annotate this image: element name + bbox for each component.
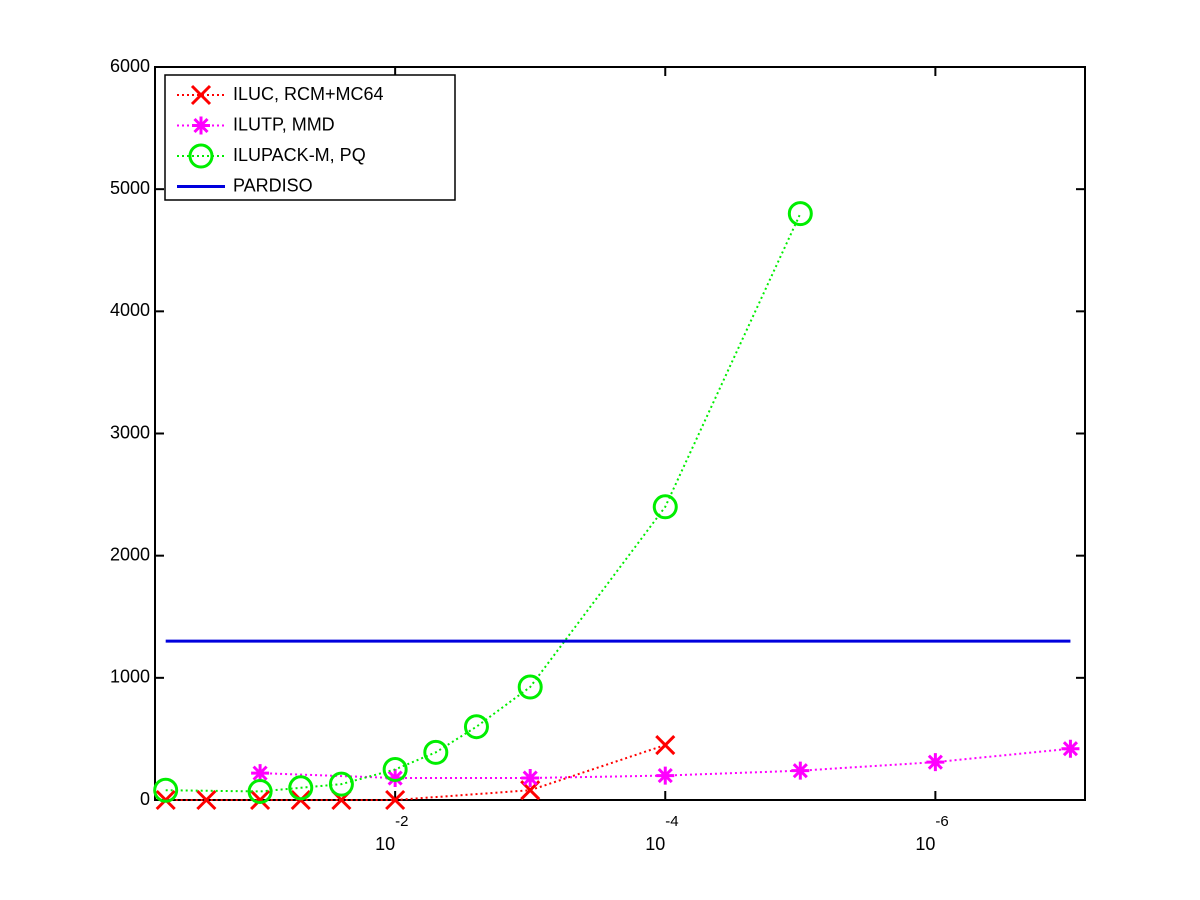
y-tick-label: 0 — [140, 789, 150, 809]
marker — [288, 775, 314, 801]
x-tick-exponent: -2 — [395, 813, 408, 830]
marker — [385, 789, 406, 811]
marker — [423, 739, 449, 765]
marker-shape — [652, 494, 678, 520]
y-tick-label: 2000 — [110, 544, 150, 564]
marker — [153, 777, 179, 803]
marker-shape — [382, 756, 408, 782]
marker-shape — [655, 734, 676, 756]
marker — [517, 674, 543, 700]
x-tick-exponent: -4 — [665, 813, 678, 830]
y-tick-label: 6000 — [110, 56, 150, 76]
marker-shape — [250, 789, 271, 811]
marker-shape — [192, 116, 210, 135]
marker — [656, 766, 675, 785]
legend-label: ILUPACK-M, PQ — [233, 145, 366, 165]
marker-shape — [288, 775, 314, 801]
marker — [463, 714, 489, 740]
marker — [787, 201, 813, 227]
marker — [190, 84, 212, 106]
marker-shape — [1061, 739, 1080, 758]
y-tick-label: 4000 — [110, 300, 150, 320]
x-tick-label: 10 — [375, 834, 395, 854]
legend-label: ILUTP, MMD — [233, 114, 335, 134]
marker-shape — [328, 771, 354, 797]
y-tick-label: 3000 — [110, 422, 150, 442]
x-tick-exponent: -6 — [935, 813, 948, 830]
marker — [188, 143, 214, 169]
x-tick-label: 10 — [645, 834, 665, 854]
marker — [192, 116, 210, 135]
marker — [791, 761, 810, 780]
marker — [382, 756, 408, 782]
y-tick-label: 1000 — [110, 667, 150, 687]
marker-shape — [385, 789, 406, 811]
marker — [196, 789, 217, 811]
y-tick-label: 5000 — [110, 178, 150, 198]
marker-shape — [190, 84, 212, 106]
marker — [386, 769, 405, 788]
series-line — [165, 213, 802, 793]
marker-shape — [926, 753, 945, 772]
marker-shape — [386, 769, 405, 788]
marker-shape — [251, 764, 270, 783]
marker-shape — [188, 143, 214, 169]
marker-shape — [787, 201, 813, 227]
marker-shape — [521, 769, 540, 788]
marker — [652, 494, 678, 520]
marker-shape — [423, 739, 449, 765]
marker-shape — [656, 766, 675, 785]
legend-label: PARDISO — [233, 175, 313, 195]
x-tick-label: 10 — [915, 834, 935, 854]
marker — [655, 734, 676, 756]
legend-label: ILUC, RCM+MC64 — [233, 84, 384, 104]
marker-shape — [196, 789, 217, 811]
marker-shape — [153, 777, 179, 803]
marker — [251, 764, 270, 783]
marker-shape — [463, 714, 489, 740]
marker — [328, 771, 354, 797]
marker-shape — [791, 761, 810, 780]
marker — [926, 753, 945, 772]
marker — [250, 789, 271, 811]
marker — [521, 769, 540, 788]
marker-shape — [247, 778, 273, 804]
marker-shape — [517, 674, 543, 700]
marker — [1061, 739, 1080, 758]
marker — [247, 778, 273, 804]
series-line — [165, 744, 666, 801]
